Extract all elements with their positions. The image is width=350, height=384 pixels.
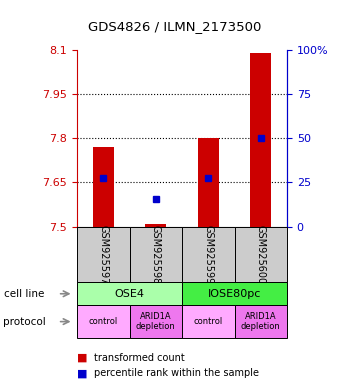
Text: GSM925599: GSM925599 — [203, 225, 213, 284]
Text: control: control — [89, 317, 118, 326]
Text: ■: ■ — [77, 368, 88, 378]
Text: control: control — [194, 317, 223, 326]
Text: transformed count: transformed count — [94, 353, 185, 363]
Text: cell line: cell line — [4, 289, 44, 299]
Text: GSM925597: GSM925597 — [98, 225, 108, 284]
Bar — [93, 147, 114, 227]
Bar — [77, 227, 130, 282]
Bar — [250, 53, 271, 227]
Bar — [182, 305, 234, 338]
Bar — [77, 305, 130, 338]
Text: OSE4: OSE4 — [114, 289, 145, 299]
Text: percentile rank within the sample: percentile rank within the sample — [94, 368, 259, 378]
Text: GDS4826 / ILMN_2173500: GDS4826 / ILMN_2173500 — [88, 20, 262, 33]
Text: ARID1A
depletion: ARID1A depletion — [136, 312, 176, 331]
Bar — [145, 223, 166, 227]
Bar — [234, 305, 287, 338]
Bar — [198, 138, 219, 227]
Text: ■: ■ — [77, 353, 88, 363]
Bar — [182, 282, 287, 305]
Bar — [130, 227, 182, 282]
Text: IOSE80pc: IOSE80pc — [208, 289, 261, 299]
Text: ARID1A
depletion: ARID1A depletion — [241, 312, 281, 331]
Text: protocol: protocol — [4, 316, 46, 327]
Bar — [130, 305, 182, 338]
Bar — [182, 227, 234, 282]
Bar — [234, 227, 287, 282]
Text: GSM925598: GSM925598 — [151, 225, 161, 284]
Text: GSM925600: GSM925600 — [256, 225, 266, 284]
Bar — [77, 282, 182, 305]
